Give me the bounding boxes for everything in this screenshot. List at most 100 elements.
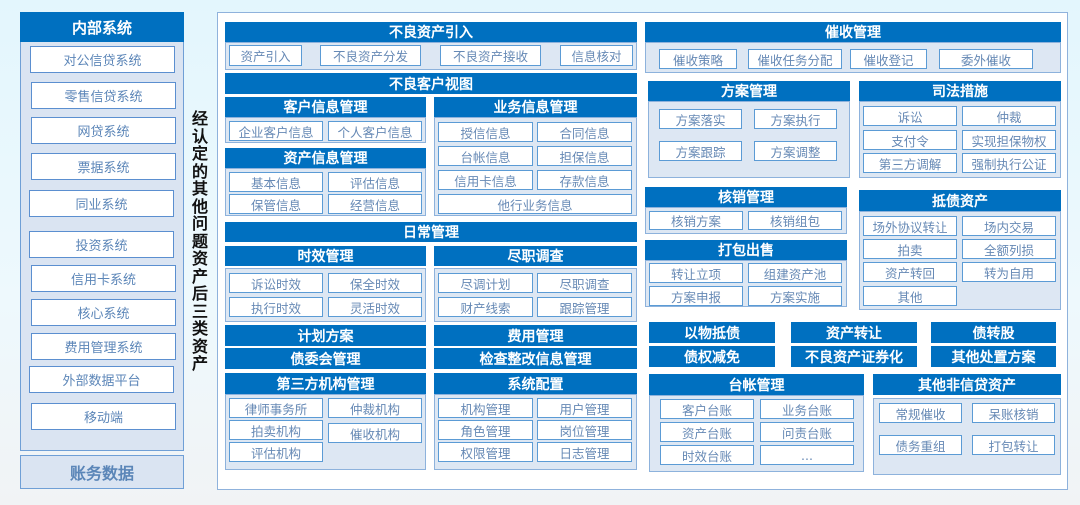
module-item: 全额列损 (962, 239, 1056, 259)
module-item: 信用卡信息 (438, 170, 533, 190)
module-item: 方案跟踪 (659, 141, 742, 161)
sidebar-system-item: 外部数据平台 (29, 366, 174, 393)
module-item: 跟踪管理 (537, 297, 632, 317)
module-item: 拍卖机构 (229, 420, 323, 440)
module-item: 评估信息 (328, 172, 422, 192)
section-header-scheme: 方案管理 (648, 81, 850, 101)
module-item: 授信信息 (438, 122, 533, 142)
section-header-check: 检查整改信息管理 (434, 348, 637, 369)
section-header-bar1: 以物抵债 (649, 322, 775, 343)
section-header-intro: 不良资产引入 (225, 22, 637, 42)
sidebar-system-item: 费用管理系统 (31, 333, 176, 360)
sidebar-system-item: 票据系统 (31, 153, 176, 180)
module-item: 保管信息 (229, 194, 323, 214)
module-item: 尽职调查 (537, 273, 632, 293)
section-header-third: 第三方机构管理 (225, 373, 426, 394)
module-item: 方案实施 (748, 286, 842, 306)
section-header-foreclosed: 抵债资产 (859, 190, 1061, 211)
section-header-bar3: 债转股 (931, 322, 1056, 343)
module-item: 诉讼 (863, 106, 957, 126)
module-item: 仲裁 (962, 106, 1056, 126)
internal-systems-title: 内部系统 (20, 12, 184, 42)
module-item: 资产台账 (660, 422, 754, 442)
module-item: 方案落实 (659, 109, 742, 129)
module-item: 核销方案 (649, 211, 743, 230)
module-item: 合同信息 (537, 122, 632, 142)
module-item: 常规催收 (879, 403, 962, 423)
sidebar-system-item: 移动端 (31, 403, 176, 430)
vertical-label: 经认定的其他问题资产后三类资产 (191, 109, 208, 373)
module-item: 灵活时效 (328, 297, 422, 317)
section-header-dd: 尽职调查 (434, 246, 637, 266)
section-header-aging: 时效管理 (225, 246, 426, 266)
module-item: 场外协议转让 (863, 216, 957, 236)
sidebar-system-item: 对公信贷系统 (30, 46, 175, 73)
module-item: 催收任务分配 (748, 49, 842, 69)
module-item: 不良资产分发 (320, 45, 421, 66)
module-item: 岗位管理 (537, 420, 632, 440)
module-item: 担保信息 (537, 146, 632, 166)
section-header-comm: 债委会管理 (225, 348, 426, 369)
module-item: 强制执行公证 (962, 153, 1056, 173)
module-item: 第三方调解 (863, 153, 957, 173)
section-header-fee: 费用管理 (434, 325, 637, 346)
module-item: 催收登记 (850, 49, 927, 69)
module-item: 业务台账 (760, 399, 854, 419)
module-item: 个人客户信息 (328, 121, 422, 141)
section-header-other: 其他非信贷资产 (873, 374, 1061, 395)
module-item: 诉讼时效 (229, 273, 323, 293)
module-item: 核销组包 (748, 211, 842, 230)
sidebar-system-item: 投资系统 (29, 231, 174, 258)
section-header-cust: 客户信息管理 (225, 97, 426, 117)
module-item: 债务重组 (879, 435, 962, 455)
module-item: 企业客户信息 (229, 121, 323, 141)
module-item: 仲裁机构 (328, 398, 422, 418)
module-item: 转为自用 (962, 262, 1056, 282)
module-item: 存款信息 (537, 170, 632, 190)
module-item: 资产引入 (229, 45, 302, 66)
section-header-biz: 业务信息管理 (434, 97, 637, 117)
module-item: 方案申报 (649, 286, 743, 306)
module-item: 信息核对 (560, 45, 633, 66)
section-header-ledger: 台帐管理 (649, 374, 864, 395)
module-item: 打包转让 (972, 435, 1055, 455)
module-item: 组建资产池 (748, 263, 842, 283)
module-item: 转让立项 (649, 263, 743, 283)
module-item: 基本信息 (229, 172, 323, 192)
module-item: 机构管理 (438, 398, 533, 418)
module-item: 他行业务信息 (438, 194, 632, 214)
section-header-daily: 日常管理 (225, 222, 637, 242)
sidebar-system-item: 信用卡系统 (31, 265, 176, 292)
module-item: 律师事务所 (229, 398, 323, 418)
module-item: 日志管理 (537, 442, 632, 462)
module-item: 用户管理 (537, 398, 632, 418)
section-header-sys: 系统配置 (434, 373, 637, 394)
section-header-view: 不良客户视图 (225, 73, 637, 94)
module-item: 尽调计划 (438, 273, 533, 293)
section-header-plan: 计划方案 (225, 325, 426, 346)
module-item: 保全时效 (328, 273, 422, 293)
sidebar-system-item: 核心系统 (31, 299, 176, 326)
module-item: 场内交易 (962, 216, 1056, 236)
section-header-bar2: 资产转让 (791, 322, 917, 343)
sidebar-system-item: 零售信贷系统 (31, 82, 176, 109)
sidebar-system-item: 同业系统 (29, 190, 174, 217)
module-item: 资产转回 (863, 262, 957, 282)
sidebar-system-item: 网贷系统 (31, 117, 176, 144)
module-item: 评估机构 (229, 442, 323, 462)
module-item: 客户台账 (660, 399, 754, 419)
module-item: 实现担保物权 (962, 130, 1056, 150)
module-item: 权限管理 (438, 442, 533, 462)
module-item: 委外催收 (939, 49, 1033, 69)
section-header-bar6: 其他处置方案 (931, 346, 1056, 367)
section-header-package: 打包出售 (645, 240, 847, 260)
section-header-writeoff: 核销管理 (645, 187, 847, 207)
module-item: 催收策略 (659, 49, 737, 69)
module-item: 经营信息 (328, 194, 422, 214)
module-item: 执行时效 (229, 297, 323, 317)
module-item: 呆账核销 (972, 403, 1055, 423)
module-item: 台帐信息 (438, 146, 533, 166)
module-item: 其他 (863, 286, 957, 306)
module-item: 拍卖 (863, 239, 957, 259)
section-header-judicial: 司法措施 (859, 81, 1061, 101)
